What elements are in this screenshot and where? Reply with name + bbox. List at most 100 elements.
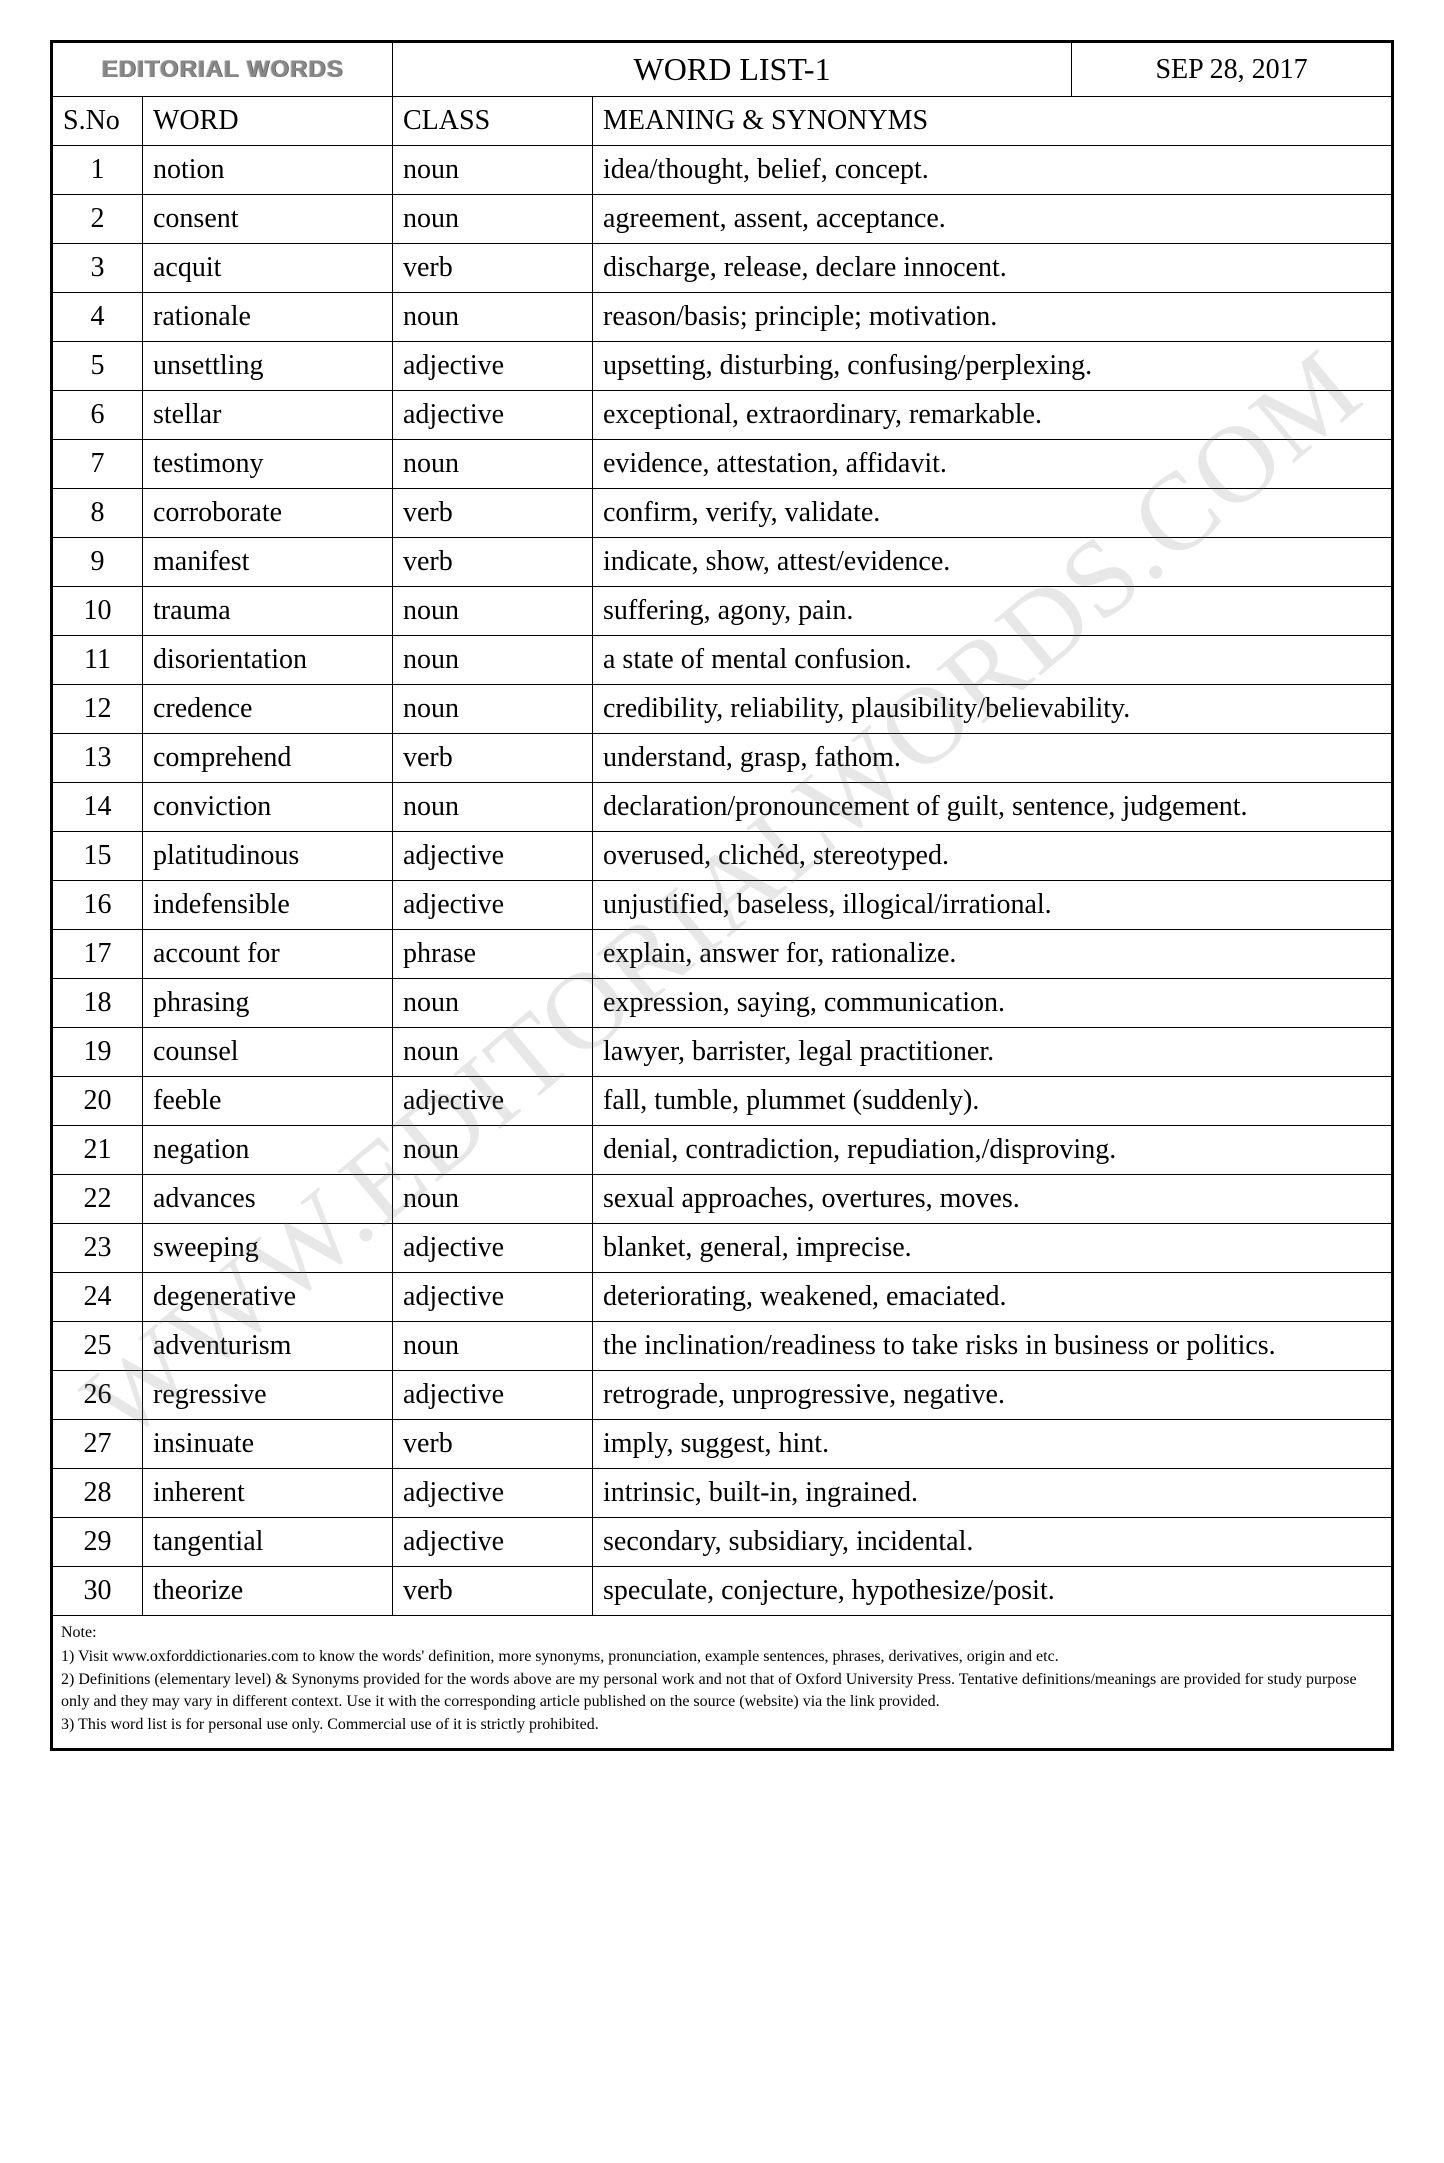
table-row: 29tangentialadjectivesecondary, subsidia…	[53, 1518, 1392, 1567]
cell-class: adjective	[393, 832, 593, 881]
cell-word: counsel	[143, 1028, 393, 1077]
cell-meaning: denial, contradiction, repudiation,/disp…	[593, 1126, 1392, 1175]
cell-meaning: overused, clichéd, stereotyped.	[593, 832, 1392, 881]
cell-class: adjective	[393, 1469, 593, 1518]
table-row: 13comprehendverbunderstand, grasp, fatho…	[53, 734, 1392, 783]
cell-sno: 11	[53, 636, 143, 685]
cell-sno: 16	[53, 881, 143, 930]
cell-meaning: evidence, attestation, affidavit.	[593, 440, 1392, 489]
cell-meaning: sexual approaches, overtures, moves.	[593, 1175, 1392, 1224]
table-row: 8corroborateverbconfirm, verify, validat…	[53, 489, 1392, 538]
cell-meaning: the inclination/readiness to take risks …	[593, 1322, 1392, 1371]
cell-word: unsettling	[143, 342, 393, 391]
table-row: 10traumanounsuffering, agony, pain.	[53, 587, 1392, 636]
cell-word: corroborate	[143, 489, 393, 538]
cell-word: consent	[143, 195, 393, 244]
table-row: 28inherentadjectiveintrinsic, built-in, …	[53, 1469, 1392, 1518]
cell-class: noun	[393, 979, 593, 1028]
cell-sno: 4	[53, 293, 143, 342]
cell-class: verb	[393, 734, 593, 783]
col-meaning-header: MEANING & SYNONYMS	[593, 97, 1392, 146]
table-row: 2consentnounagreement, assent, acceptanc…	[53, 195, 1392, 244]
cell-class: verb	[393, 489, 593, 538]
cell-class: noun	[393, 636, 593, 685]
cell-sno: 3	[53, 244, 143, 293]
cell-meaning: intrinsic, built-in, ingrained.	[593, 1469, 1392, 1518]
cell-sno: 29	[53, 1518, 143, 1567]
table-row: 14convictionnoundeclaration/pronouncemen…	[53, 783, 1392, 832]
cell-class: noun	[393, 1126, 593, 1175]
logo-text: EDITORIAL WORDS	[53, 43, 393, 97]
cell-meaning: confirm, verify, validate.	[593, 489, 1392, 538]
cell-word: credence	[143, 685, 393, 734]
cell-meaning: idea/thought, belief, concept.	[593, 146, 1392, 195]
page-title: WORD LIST-1	[393, 43, 1072, 96]
cell-word: rationale	[143, 293, 393, 342]
cell-word: notion	[143, 146, 393, 195]
col-sno-header: S.No	[53, 97, 143, 146]
cell-meaning: secondary, subsidiary, incidental.	[593, 1518, 1392, 1567]
table-row: 23sweepingadjectiveblanket, general, imp…	[53, 1224, 1392, 1273]
cell-sno: 13	[53, 734, 143, 783]
table-row: 30theorizeverbspeculate, conjecture, hyp…	[53, 1567, 1392, 1616]
cell-class: verb	[393, 244, 593, 293]
cell-meaning: expression, saying, communication.	[593, 979, 1392, 1028]
table-row: 18phrasingnounexpression, saying, commun…	[53, 979, 1392, 1028]
cell-sno: 1	[53, 146, 143, 195]
cell-word: negation	[143, 1126, 393, 1175]
cell-meaning: agreement, assent, acceptance.	[593, 195, 1392, 244]
cell-sno: 20	[53, 1077, 143, 1126]
cell-sno: 15	[53, 832, 143, 881]
notes-label: Note:	[61, 1622, 1383, 1644]
cell-word: indefensible	[143, 881, 393, 930]
cell-sno: 12	[53, 685, 143, 734]
cell-word: testimony	[143, 440, 393, 489]
cell-sno: 24	[53, 1273, 143, 1322]
table-row: 3acquitverbdischarge, release, declare i…	[53, 244, 1392, 293]
table-row: 6stellaradjectiveexceptional, extraordin…	[53, 391, 1392, 440]
cell-class: verb	[393, 1567, 593, 1616]
cell-sno: 22	[53, 1175, 143, 1224]
cell-meaning: understand, grasp, fathom.	[593, 734, 1392, 783]
cell-class: noun	[393, 1322, 593, 1371]
document-frame: WWW.EDITORIALWORDS.COM EDITORIAL WORDSWO…	[50, 40, 1394, 1751]
cell-class: phrase	[393, 930, 593, 979]
table-row: 5unsettlingadjectiveupsetting, disturbin…	[53, 342, 1392, 391]
table-row: 4rationalenounreason/basis; principle; m…	[53, 293, 1392, 342]
cell-sno: 27	[53, 1420, 143, 1469]
table-row: 22advancesnounsexual approaches, overtur…	[53, 1175, 1392, 1224]
cell-sno: 7	[53, 440, 143, 489]
table-row: 21negationnoundenial, contradiction, rep…	[53, 1126, 1392, 1175]
cell-meaning: indicate, show, attest/evidence.	[593, 538, 1392, 587]
cell-word: comprehend	[143, 734, 393, 783]
cell-sno: 30	[53, 1567, 143, 1616]
page-date: SEP 28, 2017	[1072, 43, 1391, 96]
cell-class: noun	[393, 1175, 593, 1224]
cell-meaning: suffering, agony, pain.	[593, 587, 1392, 636]
cell-meaning: discharge, release, declare innocent.	[593, 244, 1392, 293]
cell-meaning: blanket, general, imprecise.	[593, 1224, 1392, 1273]
cell-class: adjective	[393, 1077, 593, 1126]
cell-sno: 17	[53, 930, 143, 979]
cell-class: noun	[393, 146, 593, 195]
cell-class: noun	[393, 783, 593, 832]
table-row: 11disorientationnouna state of mental co…	[53, 636, 1392, 685]
cell-meaning: credibility, reliability, plausibility/b…	[593, 685, 1392, 734]
cell-meaning: a state of mental confusion.	[593, 636, 1392, 685]
cell-class: noun	[393, 1028, 593, 1077]
cell-word: theorize	[143, 1567, 393, 1616]
cell-word: conviction	[143, 783, 393, 832]
cell-meaning: exceptional, extraordinary, remarkable.	[593, 391, 1392, 440]
cell-class: adjective	[393, 881, 593, 930]
cell-sno: 25	[53, 1322, 143, 1371]
cell-class: adjective	[393, 391, 593, 440]
notes-item: 2) Definitions (elementary level) & Syno…	[61, 1669, 1383, 1712]
cell-word: insinuate	[143, 1420, 393, 1469]
notes-item: 1) Visit www.oxforddictionaries.com to k…	[61, 1646, 1383, 1668]
cell-meaning: lawyer, barrister, legal practitioner.	[593, 1028, 1392, 1077]
cell-sno: 10	[53, 587, 143, 636]
table-row: 12credencenouncredibility, reliability, …	[53, 685, 1392, 734]
cell-class: verb	[393, 1420, 593, 1469]
cell-class: noun	[393, 587, 593, 636]
header-row-top: EDITORIAL WORDSWORD LIST-1SEP 28, 2017	[53, 43, 1392, 97]
